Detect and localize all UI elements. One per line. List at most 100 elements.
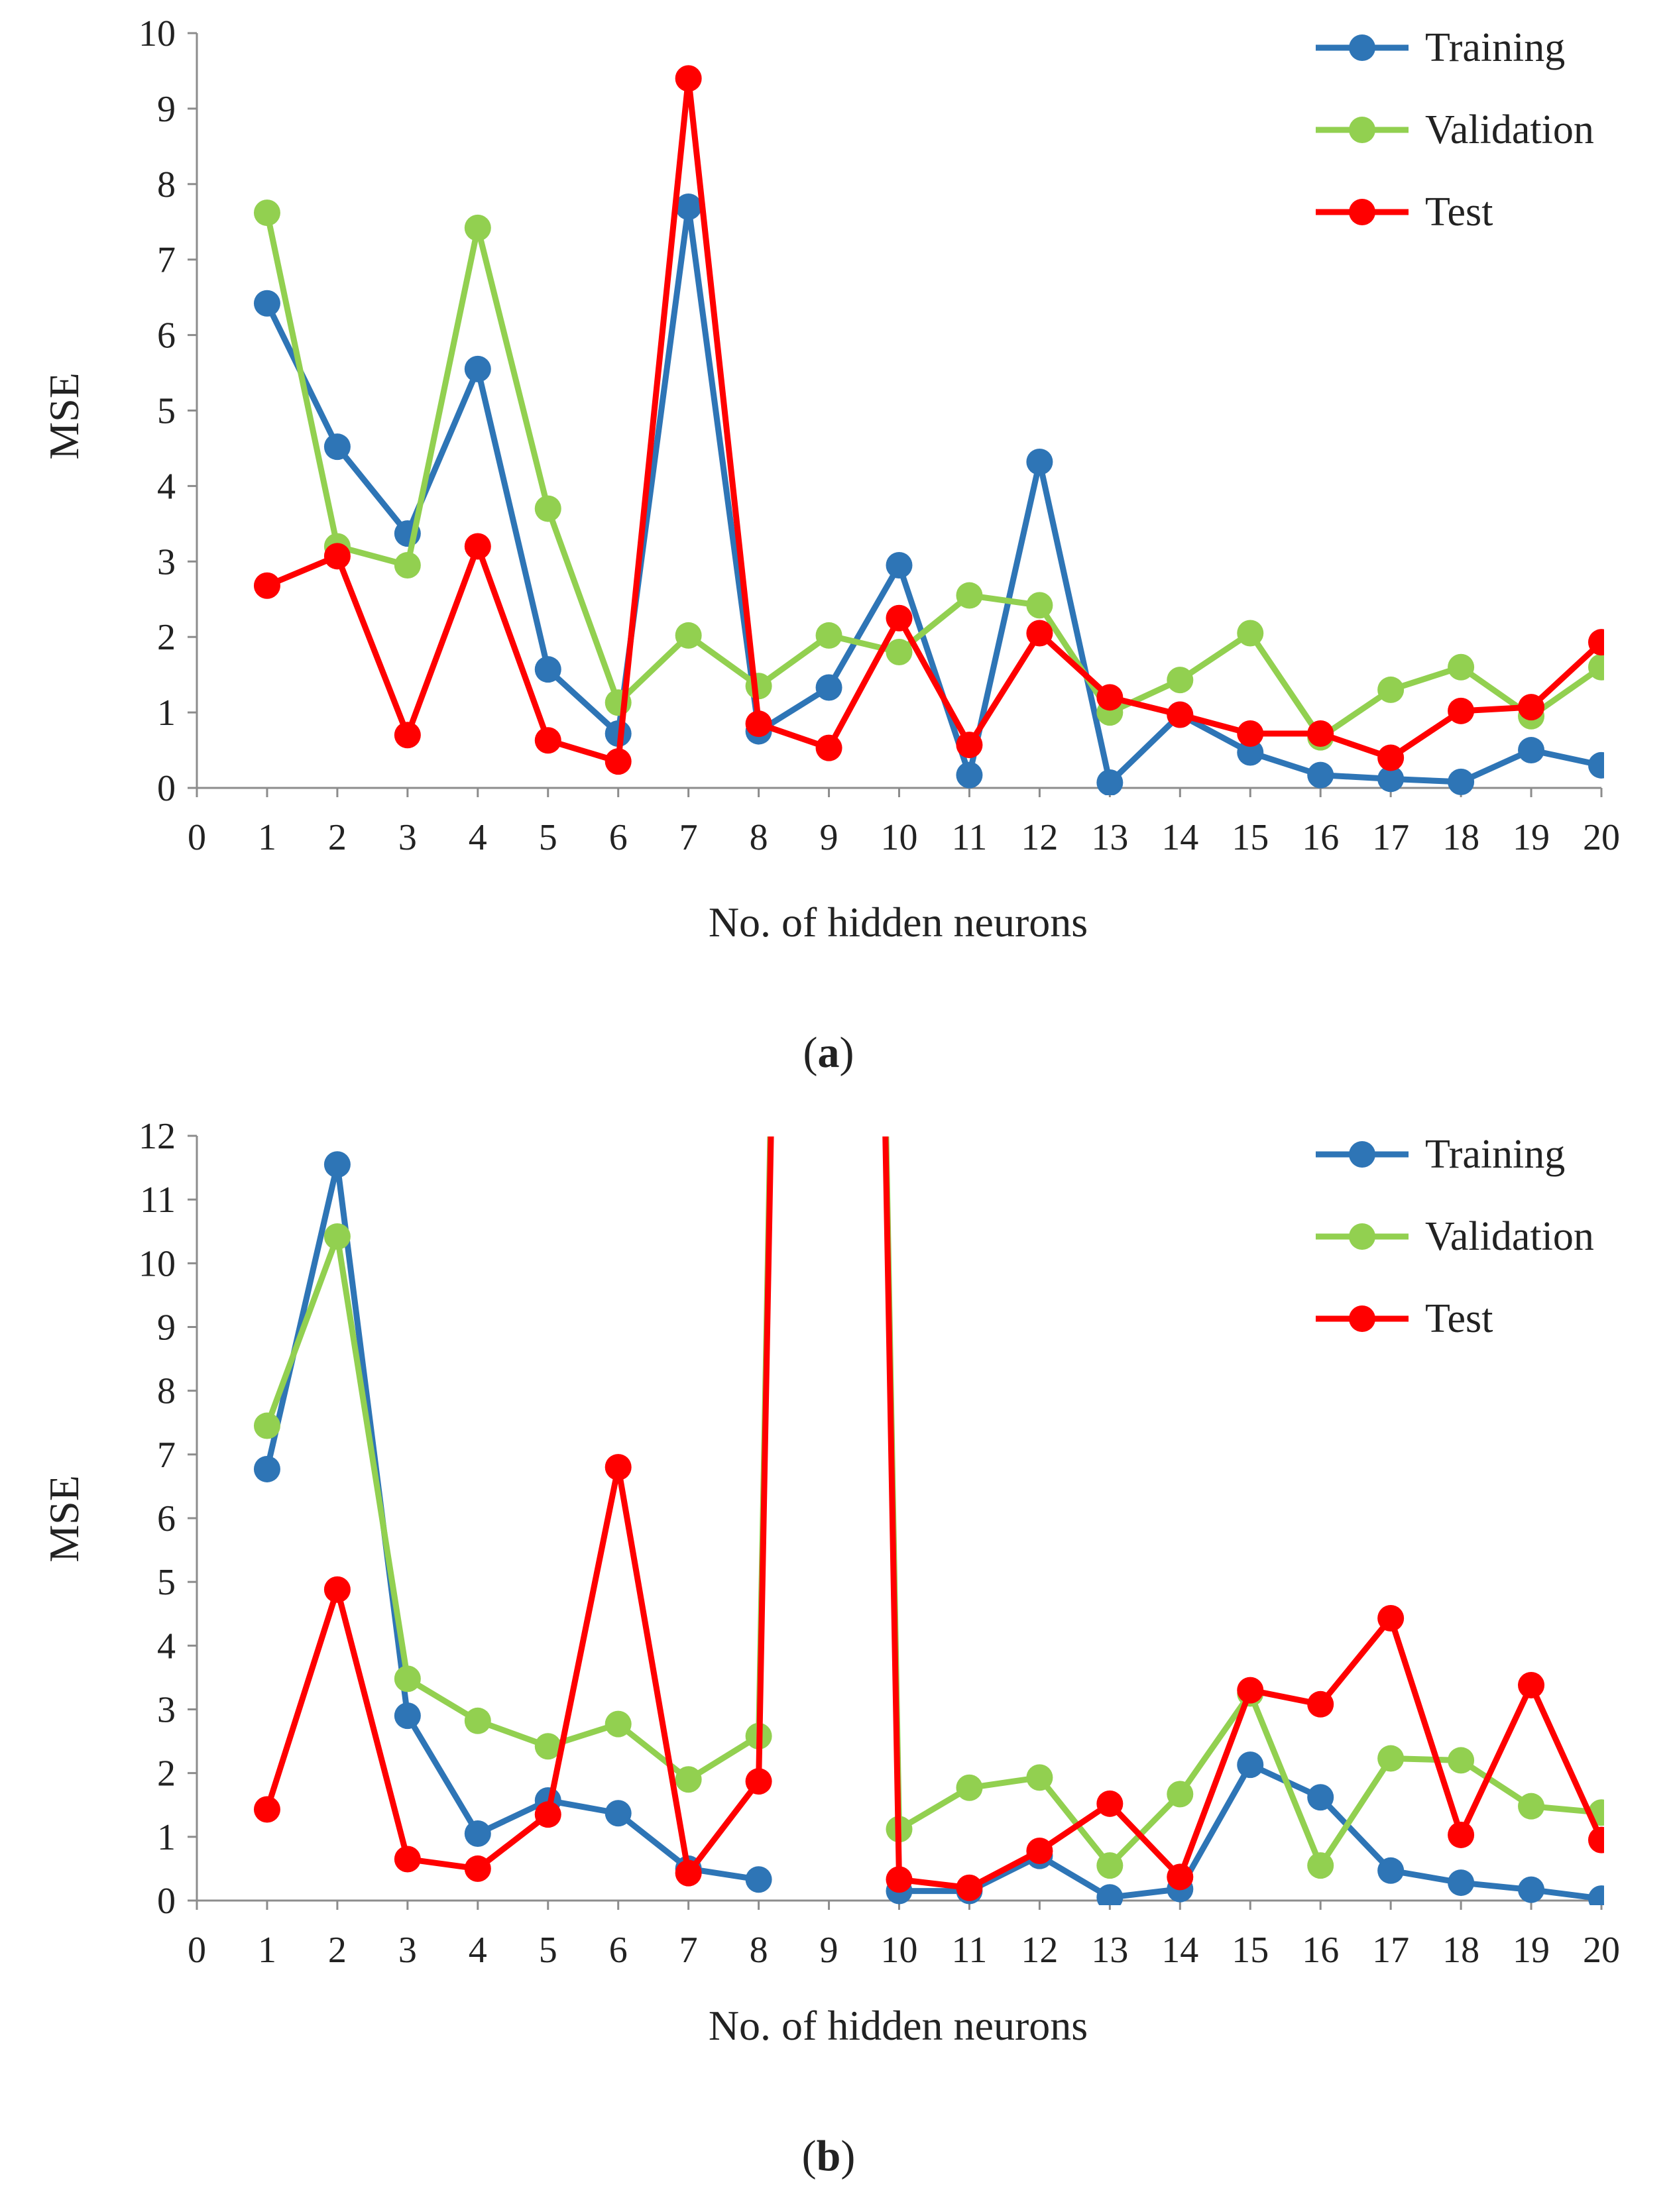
x-tick-label: 14 bbox=[1161, 1930, 1198, 1971]
data-point-test bbox=[253, 1796, 280, 1823]
x-tick-label: 17 bbox=[1372, 1930, 1409, 1971]
y-tick-label: 3 bbox=[157, 1690, 176, 1731]
data-point-validation bbox=[1518, 1793, 1545, 1820]
data-point-validation bbox=[1588, 653, 1604, 681]
data-point-test bbox=[1167, 1863, 1194, 1891]
data-point-test bbox=[1167, 701, 1194, 728]
data-point-test bbox=[886, 1866, 913, 1893]
y-tick-label: 7 bbox=[157, 240, 176, 281]
data-point-training bbox=[1307, 1784, 1334, 1811]
y-tick-label: 4 bbox=[157, 466, 176, 507]
data-point-test bbox=[323, 543, 351, 570]
legend-label: Validation bbox=[1425, 1214, 1594, 1259]
x-tick-label: 8 bbox=[750, 1930, 768, 1971]
y-tick-label: 11 bbox=[140, 1180, 176, 1221]
x-tick-label: 10 bbox=[881, 817, 918, 858]
x-tick-label: 1 bbox=[258, 817, 276, 858]
data-point-validation bbox=[1096, 1852, 1124, 1879]
data-point-training bbox=[1448, 1869, 1475, 1897]
data-point-test bbox=[1448, 1821, 1475, 1848]
data-point-test bbox=[815, 734, 842, 761]
caption-open-a: ( bbox=[803, 1028, 818, 1077]
legend-a: Training Validation Test bbox=[1316, 25, 1594, 235]
data-point-training bbox=[815, 674, 842, 701]
data-point-test bbox=[1307, 720, 1334, 747]
x-tick-label: 17 bbox=[1372, 817, 1409, 858]
legend-item-test: Test bbox=[1316, 190, 1493, 235]
x-tick-label: 0 bbox=[188, 817, 206, 858]
data-point-test bbox=[1518, 1671, 1545, 1698]
x-tick-label: 18 bbox=[1442, 1930, 1479, 1971]
caption-close-a: ) bbox=[840, 1028, 854, 1077]
caption-open-b: ( bbox=[802, 2132, 817, 2180]
x-tick-label: 2 bbox=[328, 1930, 347, 1971]
data-point-training bbox=[1377, 1857, 1405, 1884]
data-point-validation bbox=[534, 1733, 561, 1760]
data-point-validation bbox=[323, 1223, 351, 1250]
legend-label: Test bbox=[1425, 190, 1493, 235]
legend-label: Training bbox=[1425, 1132, 1565, 1177]
data-point-test bbox=[1307, 1690, 1334, 1718]
y-tick-label: 10 bbox=[139, 13, 176, 54]
legend-marker bbox=[1349, 1141, 1375, 1168]
legend-item-validation: Validation bbox=[1316, 1214, 1594, 1259]
data-point-training bbox=[1026, 448, 1053, 475]
data-point-test bbox=[1377, 744, 1405, 771]
y-axis-title-a: MSE bbox=[40, 372, 87, 460]
x-tick-label: 7 bbox=[679, 817, 698, 858]
data-point-validation bbox=[464, 214, 491, 241]
series-line-validation bbox=[264, 212, 1603, 741]
legend-marker bbox=[1349, 1223, 1375, 1250]
x-axis-title-b: No. of hidden neurons bbox=[709, 2002, 1088, 2049]
data-point-training bbox=[464, 1820, 491, 1848]
data-point-training bbox=[675, 193, 702, 220]
data-point-test bbox=[1026, 1837, 1053, 1864]
x-tick-label: 5 bbox=[539, 1930, 557, 1971]
data-point-training bbox=[323, 433, 351, 461]
data-point-validation bbox=[815, 622, 842, 649]
x-tick-label: 14 bbox=[1161, 817, 1198, 858]
y-tick-label: 0 bbox=[157, 1881, 176, 1922]
legend-label: Test bbox=[1425, 1296, 1493, 1341]
x-tick-label: 9 bbox=[820, 1930, 838, 1971]
data-point-training bbox=[745, 1866, 772, 1893]
data-point-validation bbox=[1167, 1781, 1194, 1808]
x-tick-label: 15 bbox=[1232, 1930, 1269, 1971]
data-point-test bbox=[675, 1859, 702, 1887]
y-tick-label: 2 bbox=[157, 617, 176, 658]
y-tick-label: 3 bbox=[157, 541, 176, 582]
data-point-training bbox=[253, 290, 280, 317]
data-point-validation bbox=[1026, 592, 1053, 619]
x-tick-label: 18 bbox=[1442, 817, 1479, 858]
x-tick-label: 12 bbox=[1021, 817, 1058, 858]
data-point-validation bbox=[956, 1774, 983, 1801]
data-point-training bbox=[464, 355, 491, 382]
series-line-test bbox=[264, 1136, 1604, 1891]
legend-item-validation: Validation bbox=[1316, 107, 1594, 152]
x-tick-label: 6 bbox=[609, 1930, 628, 1971]
data-point-training bbox=[1096, 769, 1124, 795]
x-tick-label: 1 bbox=[258, 1930, 276, 1971]
data-point-test bbox=[745, 1768, 772, 1795]
data-point-training bbox=[886, 551, 913, 579]
y-tick-label: 12 bbox=[139, 1116, 176, 1157]
data-point-test bbox=[323, 1576, 351, 1603]
x-tick-label: 10 bbox=[881, 1930, 918, 1971]
x-tick-label: 3 bbox=[398, 1930, 417, 1971]
data-point-validation bbox=[1448, 1747, 1475, 1774]
data-point-validation bbox=[956, 582, 983, 609]
y-tick-label: 10 bbox=[139, 1243, 176, 1284]
x-tick-label: 5 bbox=[539, 817, 557, 858]
series-line-training bbox=[264, 1161, 760, 1883]
data-point-test bbox=[956, 1874, 983, 1901]
legend-item-training: Training bbox=[1316, 25, 1565, 70]
data-point-test bbox=[394, 722, 421, 749]
data-point-validation bbox=[675, 1766, 702, 1793]
x-tick-label: 8 bbox=[750, 817, 768, 858]
y-tick-label: 6 bbox=[157, 315, 176, 357]
data-point-training bbox=[1237, 1751, 1264, 1779]
data-point-test bbox=[464, 533, 491, 560]
data-point-test bbox=[253, 572, 280, 599]
